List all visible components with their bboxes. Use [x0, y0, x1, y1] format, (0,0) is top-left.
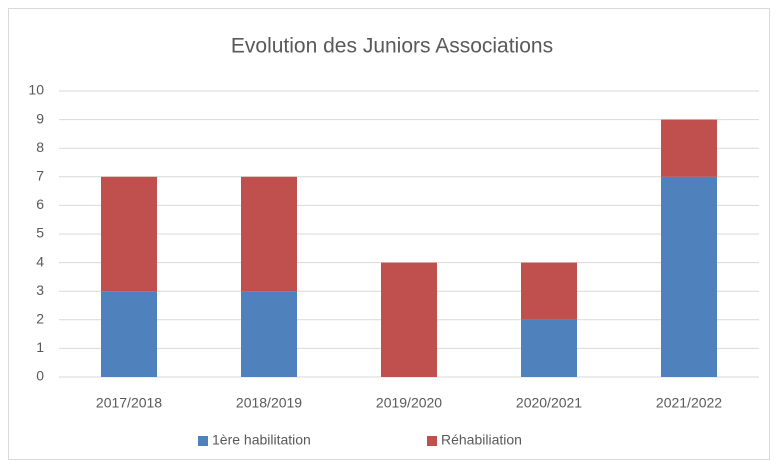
y-tick-label: 6 — [36, 196, 44, 212]
legend-swatch — [198, 436, 208, 446]
bar-segment — [241, 176, 297, 292]
x-tick-label: 2017/2018 — [96, 395, 162, 411]
legend-label: Réhabiliation — [441, 432, 522, 448]
bar-segment — [661, 119, 717, 177]
legend-label: 1ère habilitation — [212, 432, 311, 448]
y-tick-label: 0 — [36, 368, 44, 384]
bar-segment — [661, 176, 717, 377]
y-tick-label: 8 — [36, 139, 44, 155]
bar-segment — [521, 319, 577, 377]
x-tick-label: 2019/2020 — [376, 395, 442, 411]
y-tick-label: 5 — [36, 225, 44, 241]
x-tick-label: 2021/2022 — [656, 395, 722, 411]
bar-segment — [241, 291, 297, 377]
y-tick-label: 10 — [28, 82, 44, 98]
bar-segment — [101, 176, 157, 292]
bar-segment — [521, 262, 577, 320]
y-tick-label: 3 — [36, 282, 44, 298]
x-tick-label: 2018/2019 — [236, 395, 302, 411]
y-tick-label: 2 — [36, 311, 44, 327]
y-tick-label: 7 — [36, 168, 44, 184]
bar-segment — [101, 291, 157, 377]
y-tick-label: 4 — [36, 253, 44, 269]
y-tick-label: 1 — [36, 339, 44, 355]
y-tick-label: 9 — [36, 110, 44, 126]
chart-title: Evolution des Juniors Associations — [231, 35, 553, 58]
bar-segment — [381, 262, 437, 377]
x-tick-label: 2020/2021 — [516, 395, 582, 411]
legend-swatch — [427, 436, 437, 446]
